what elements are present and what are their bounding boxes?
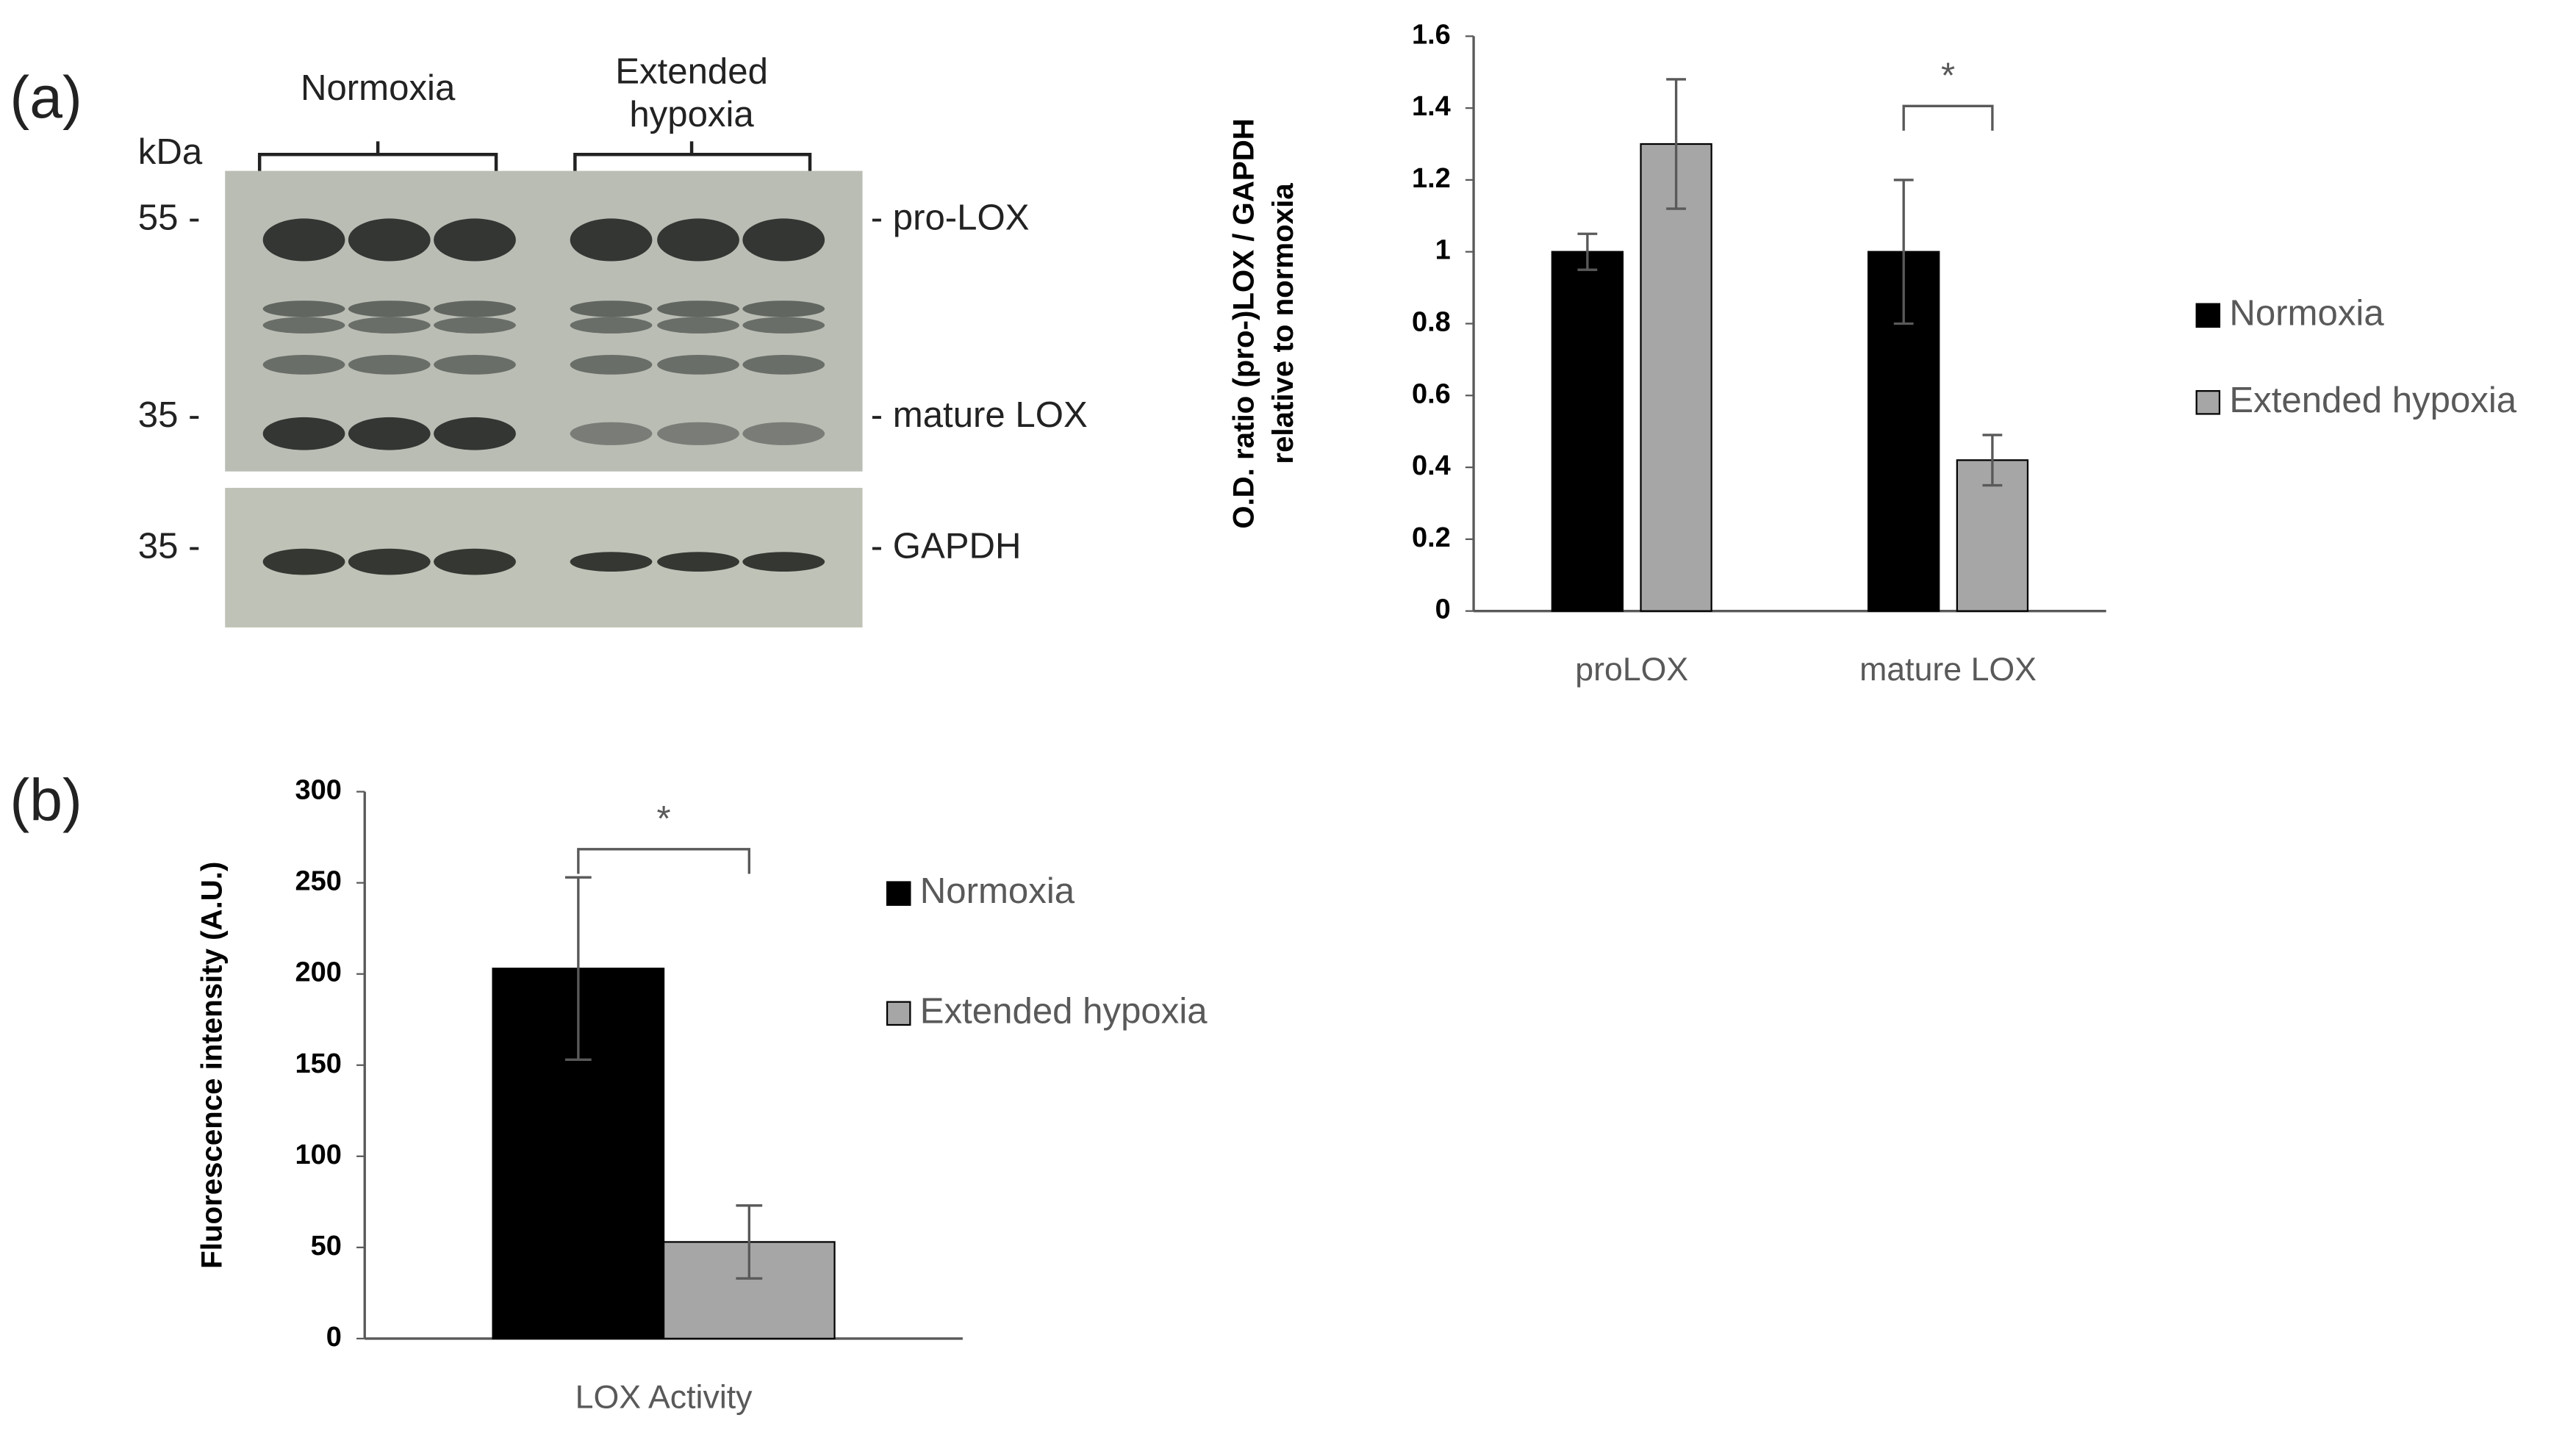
band-label: - mature LOX <box>871 395 1088 435</box>
blot-band <box>348 218 431 262</box>
marker-label: 55 - <box>138 198 201 238</box>
blot-band <box>570 218 653 262</box>
legend-label: Extended hypoxia <box>2229 380 2516 420</box>
chart: 0 50 100 150 200 250 300 LOX Activity * Fluoresce… <box>195 775 1208 1416</box>
legend-swatch <box>886 881 911 906</box>
blot-band <box>348 354 431 375</box>
blot-band <box>657 317 739 334</box>
y-tick-label: 1.2 <box>1412 163 1451 194</box>
marker-label: 35 - <box>138 526 201 566</box>
blot-band <box>570 317 653 334</box>
blot-band <box>570 422 653 445</box>
blot-band <box>657 354 739 375</box>
blot-band <box>348 548 431 575</box>
y-tick-label: 150 <box>295 1048 342 1079</box>
error-bar <box>1666 78 1687 210</box>
error-bar <box>564 876 592 1061</box>
error-bar <box>1893 179 1914 325</box>
group-label: Extended hypoxia <box>615 51 768 134</box>
blot-band <box>742 354 825 375</box>
blot-band <box>434 317 516 334</box>
blot-band <box>570 300 653 317</box>
y-tick-label: 0.4 <box>1412 450 1451 481</box>
blot-band <box>348 317 431 334</box>
blot-band <box>742 422 825 445</box>
blot-band <box>434 417 516 450</box>
blot-band <box>657 300 739 317</box>
blot-band <box>657 422 739 445</box>
legend-swatch <box>2195 390 2221 415</box>
band-label: - GAPDH <box>871 526 1022 566</box>
blot-band <box>434 218 516 262</box>
group-label: Normoxia <box>301 68 456 108</box>
blot-band <box>742 300 825 317</box>
western-blot: Normoxia Extended hypoxia kDa 55 - 35 - 3… <box>138 51 1088 628</box>
blot-band <box>742 317 825 334</box>
y-tick-label: 0 <box>1435 594 1451 625</box>
y-tick-label: 0.2 <box>1412 522 1451 553</box>
blot-band <box>434 300 516 317</box>
legend-label: Normoxia <box>2229 292 2384 333</box>
legend-swatch <box>886 1001 911 1026</box>
y-axis-label-line: Fluorescence intensity (A.U.) <box>195 862 228 1269</box>
blot-band <box>742 218 825 262</box>
error-bar <box>736 1204 763 1280</box>
significance-bracket <box>577 848 750 874</box>
x-tick-label: LOX Activity <box>575 1379 753 1415</box>
bar <box>1640 143 1712 612</box>
y-tick-label: 100 <box>295 1140 342 1170</box>
legend-label: Normoxia <box>920 871 1075 911</box>
blot-band <box>262 548 345 575</box>
blot-band <box>570 354 653 375</box>
y-tick-label: 0.8 <box>1412 307 1451 338</box>
blot-band <box>657 218 739 262</box>
bar <box>1551 251 1624 612</box>
blot-band <box>742 552 825 572</box>
blot-band <box>657 552 739 572</box>
y-tick-label: 1 <box>1435 235 1451 266</box>
significance-bracket <box>1902 104 1994 131</box>
y-tick-label: 0 <box>326 1322 342 1353</box>
y-axis-label: O.D. ratio (pro-)LOX / GAPDH relative to … <box>1227 118 1299 529</box>
panel-label: (b) <box>10 768 82 834</box>
y-axis-label-line: relative to normoxia <box>1266 183 1299 464</box>
blot-band <box>434 548 516 575</box>
blot-band <box>262 417 345 450</box>
chart: 0 0.2 0.4 0.6 0.8 1 1.2 1.4 1.6 proLOX mature LOX *… <box>1227 19 2517 688</box>
y-tick-label: 50 <box>311 1231 342 1261</box>
x-tick-label: proLOX <box>1575 652 1688 688</box>
marker-label: 35 - <box>138 395 201 435</box>
error-bar <box>1577 232 1598 271</box>
y-tick-label: 1.6 <box>1412 19 1451 50</box>
group-bracket <box>257 141 812 171</box>
y-tick-label: 200 <box>295 957 342 988</box>
error-bar <box>1982 433 2003 487</box>
y-tick-label: 250 <box>295 866 342 897</box>
band-label: - pro-LOX <box>871 198 1030 238</box>
blot-band <box>262 354 345 375</box>
y-axis-label-line: O.D. ratio (pro-)LOX / GAPDH <box>1227 118 1260 529</box>
blot-band <box>262 317 345 334</box>
significance-label: * <box>657 799 671 839</box>
panel-label: (a) <box>10 65 82 131</box>
blot-band <box>262 300 345 317</box>
significance-label: * <box>1941 55 1955 96</box>
blot-band <box>348 300 431 317</box>
x-tick-label: mature LOX <box>1859 652 2037 688</box>
y-tick-label: 0.6 <box>1412 378 1451 409</box>
unit-label: kDa <box>138 132 203 172</box>
blot-band <box>434 354 516 375</box>
blot-band <box>262 218 345 262</box>
blot-band <box>348 417 431 450</box>
y-tick-label: 1.4 <box>1412 91 1451 122</box>
legend-swatch <box>2195 303 2221 328</box>
y-axis-label: Fluorescence intensity (A.U.) <box>195 862 228 1269</box>
legend-label: Extended hypoxia <box>920 990 1208 1031</box>
blot-band <box>570 552 653 572</box>
y-tick-label: 300 <box>295 775 342 806</box>
